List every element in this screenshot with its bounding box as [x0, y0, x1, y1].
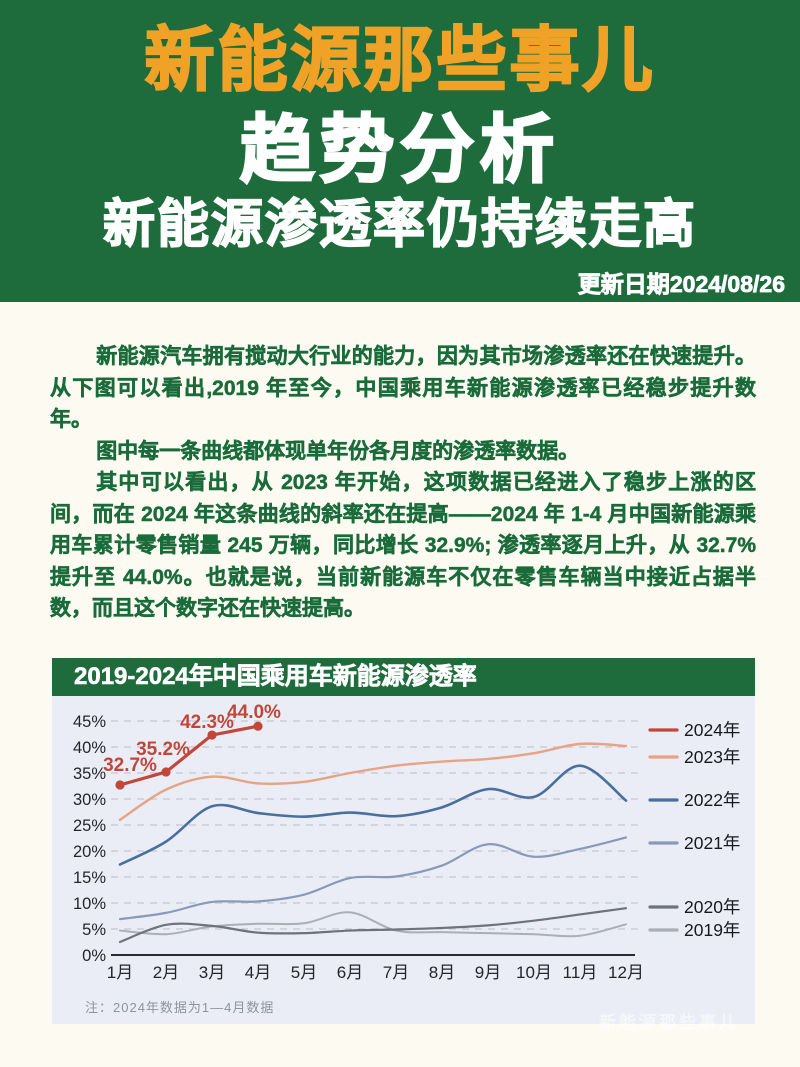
svg-text:11月: 11月	[563, 963, 598, 982]
svg-text:10%: 10%	[73, 895, 106, 913]
chart-title: 2019-2024年中国乘用车新能源渗透率	[74, 663, 477, 691]
svg-text:5月: 5月	[291, 963, 317, 982]
chart-card: 2019-2024年中国乘用车新能源渗透率 0% 5% 10% 15% 20% 25% 30…	[52, 658, 755, 1032]
svg-text:4月: 4月	[245, 963, 271, 982]
penetration-line-chart: 0% 5% 10% 15% 20% 25% 30% 35% 40% 45% 1月 2月 3月 4月 5月 6月…	[73, 702, 740, 982]
svg-text:2月: 2月	[153, 963, 179, 982]
svg-text:2019年: 2019年	[684, 920, 740, 940]
svg-text:9月: 9月	[475, 963, 501, 982]
svg-text:15%: 15%	[73, 869, 106, 887]
svg-text:30%: 30%	[73, 791, 106, 809]
page-subtitle: 新能源渗透率仍持续走高	[102, 195, 697, 255]
chart-title-bar: 2019-2024年中国乘用车新能源渗透率	[52, 658, 755, 696]
svg-text:2024年: 2024年	[684, 720, 740, 740]
svg-text:2023年: 2023年	[684, 747, 740, 767]
chart-note: 注：2024年数据为1—4月数据	[85, 1000, 275, 1015]
svg-text:0%: 0%	[82, 947, 106, 965]
chart-panel: 0% 5% 10% 15% 20% 25% 30% 35% 40% 45% 1月 2月 3月 4月 5月 6月…	[52, 696, 755, 1032]
page-title: 趋势分析	[239, 107, 560, 193]
svg-text:10月: 10月	[516, 963, 552, 982]
paragraph-1: 新能源汽车拥有搅动大行业的能力，因为其市场渗透率还在快速提升。从下图可以看出,2…	[50, 345, 757, 431]
paragraph-2: 图中每一条曲线都体现单年份各月度的渗透率数据。	[96, 439, 580, 463]
svg-text:12月: 12月	[608, 963, 644, 982]
svg-text:5%: 5%	[82, 921, 106, 939]
svg-text:25%: 25%	[73, 817, 106, 835]
svg-text:35.2%: 35.2%	[136, 739, 190, 760]
svg-text:7月: 7月	[383, 963, 409, 982]
analysis-text: 新能源汽车拥有搅动大行业的能力，因为其市场渗透率还在快速提升。从下图可以看出,2…	[50, 341, 757, 625]
svg-text:45%: 45%	[73, 713, 106, 731]
brand-title: 新能源那些事儿	[144, 20, 656, 100]
svg-text:1月: 1月	[107, 963, 133, 982]
svg-text:35%: 35%	[73, 765, 106, 783]
svg-text:40%: 40%	[73, 739, 106, 757]
svg-text:2022年: 2022年	[684, 790, 740, 810]
svg-text:3月: 3月	[199, 963, 225, 982]
svg-text:8月: 8月	[429, 963, 455, 982]
paragraph-3: 其中可以看出，从 2023 年开始，这项数据已经进入了稳步上涨的区间，而在 20…	[50, 471, 757, 620]
svg-text:2020年: 2020年	[684, 897, 740, 917]
svg-text:42.3%: 42.3%	[180, 712, 234, 733]
svg-text:32.7%: 32.7%	[103, 755, 157, 776]
svg-text:20%: 20%	[73, 843, 106, 861]
svg-text:44.0%: 44.0%	[227, 702, 281, 723]
update-date: 更新日期2024/08/26	[577, 271, 785, 298]
svg-text:2021年: 2021年	[684, 833, 740, 853]
page-header: 新能源那些事儿 趋势分析 新能源渗透率仍持续走高 更新日期2024/08/26	[0, 0, 800, 302]
svg-text:6月: 6月	[337, 963, 363, 982]
